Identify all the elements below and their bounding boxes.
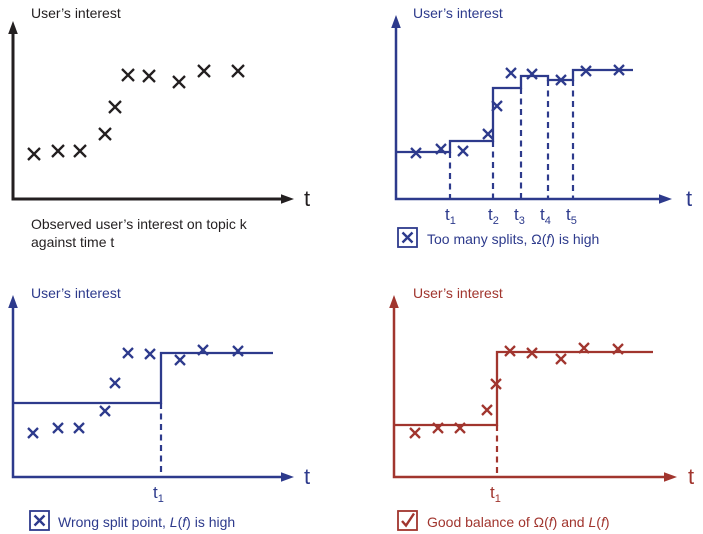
- panel-too-many-splits: User’s interest t t1 t2 t3 t4 t5 Too many split…: [391, 5, 692, 248]
- data-point-x-mark: [174, 354, 186, 366]
- step-function-line: [394, 350, 653, 427]
- data-point-x-mark: [232, 345, 244, 357]
- data-point-x-mark: [555, 353, 567, 365]
- data-point-x-mark: [172, 75, 186, 89]
- caption-text: Good balance of Ω(f) and L(f): [427, 514, 610, 530]
- caption-text: Wrong split point, L(f) is high: [58, 514, 235, 530]
- x-axis-arrow-icon: [281, 472, 294, 482]
- data-point-x-mark: [454, 422, 466, 434]
- x-axis-arrow-icon: [664, 472, 677, 482]
- x-glyph-icon: [401, 231, 414, 244]
- split-label-t3: t3: [514, 205, 525, 227]
- panel-title: User’s interest: [31, 285, 121, 301]
- data-point-x-mark: [109, 377, 121, 389]
- y-axis-arrow-icon: [391, 15, 401, 28]
- x-axis-arrow-icon: [281, 194, 294, 204]
- split-label-t1: t1: [153, 483, 164, 505]
- caption-line: Observed user’s interest on topic k: [31, 216, 248, 232]
- data-point-x-mark: [555, 74, 567, 86]
- data-point-x-mark: [526, 347, 538, 359]
- data-point-x-mark: [481, 404, 493, 416]
- data-point-x-mark: [409, 427, 421, 439]
- data-point-x-mark: [144, 348, 156, 360]
- data-point-x-mark: [491, 100, 503, 112]
- panel-title: User’s interest: [413, 285, 503, 301]
- panel-title: User’s interest: [413, 5, 503, 21]
- axes-lines: [11, 32, 283, 201]
- data-point-x-mark: [51, 144, 65, 158]
- panel-wrong-split-point: User’s interest t t1 Wrong split point, L(f…: [8, 285, 310, 531]
- data-point-x-mark: [108, 100, 122, 114]
- split-label-t1: t1: [445, 205, 456, 227]
- data-point-x-mark: [73, 422, 85, 434]
- split-label-t2: t2: [488, 205, 499, 227]
- data-point-x-mark: [457, 145, 469, 157]
- data-point-x-mark: [121, 68, 135, 82]
- data-point-x-mark: [432, 422, 444, 434]
- check-glyph-icon: [401, 512, 415, 528]
- data-point-x-mark: [73, 144, 87, 158]
- data-point-x-mark: [142, 69, 156, 83]
- data-point-x-mark: [27, 147, 41, 161]
- caption-line: against time t: [31, 234, 114, 250]
- data-point-x-mark: [231, 64, 245, 78]
- y-axis-arrow-icon: [389, 295, 399, 308]
- data-point-x-mark: [613, 64, 625, 76]
- split-label-t1: t1: [490, 483, 501, 505]
- panel-good-balance: User’s interest t t1 Good balance of Ω(f) a…: [389, 285, 694, 531]
- data-point-x-mark: [52, 422, 64, 434]
- panel-observed: User’s interest t Observed user’s interest…: [8, 5, 310, 250]
- data-point-x-mark: [27, 427, 39, 439]
- x-axis-label: t: [304, 186, 310, 211]
- data-point-x-mark: [197, 344, 209, 356]
- data-point-x-mark: [505, 67, 517, 79]
- axes-lines: [11, 306, 283, 479]
- data-point-x-mark: [410, 147, 422, 159]
- step-function-line: [13, 351, 273, 405]
- caption-text: Too many splits, Ω(f) is high: [427, 231, 599, 247]
- x-axis-arrow-icon: [659, 194, 672, 204]
- check-box-icon: [397, 510, 418, 531]
- data-point-x-mark: [578, 342, 590, 354]
- data-point-x-mark: [122, 347, 134, 359]
- x-axis-label: t: [688, 464, 694, 489]
- data-point-x-mark: [490, 378, 502, 390]
- x-axis-label: t: [304, 464, 310, 489]
- axes-lines: [392, 306, 666, 479]
- data-point-x-mark: [197, 64, 211, 78]
- data-point-x-mark: [435, 143, 447, 155]
- y-axis-arrow-icon: [8, 21, 18, 34]
- data-point-x-mark: [98, 127, 112, 141]
- data-point-x-mark: [580, 65, 592, 77]
- split-label-t4: t4: [540, 205, 551, 227]
- split-label-t5: t5: [566, 205, 577, 227]
- axes-lines: [394, 26, 661, 201]
- x-box-icon: [397, 227, 418, 248]
- data-point-x-mark: [99, 405, 111, 417]
- data-point-x-mark: [526, 68, 538, 80]
- y-axis-arrow-icon: [8, 295, 18, 308]
- data-point-x-mark: [482, 128, 494, 140]
- x-axis-label: t: [686, 186, 692, 211]
- step-function-line: [396, 68, 633, 154]
- x-box-icon: [29, 510, 50, 531]
- data-point-x-mark: [612, 343, 624, 355]
- panel-title: User’s interest: [31, 5, 121, 21]
- x-glyph-icon: [33, 514, 46, 527]
- data-point-x-mark: [504, 345, 516, 357]
